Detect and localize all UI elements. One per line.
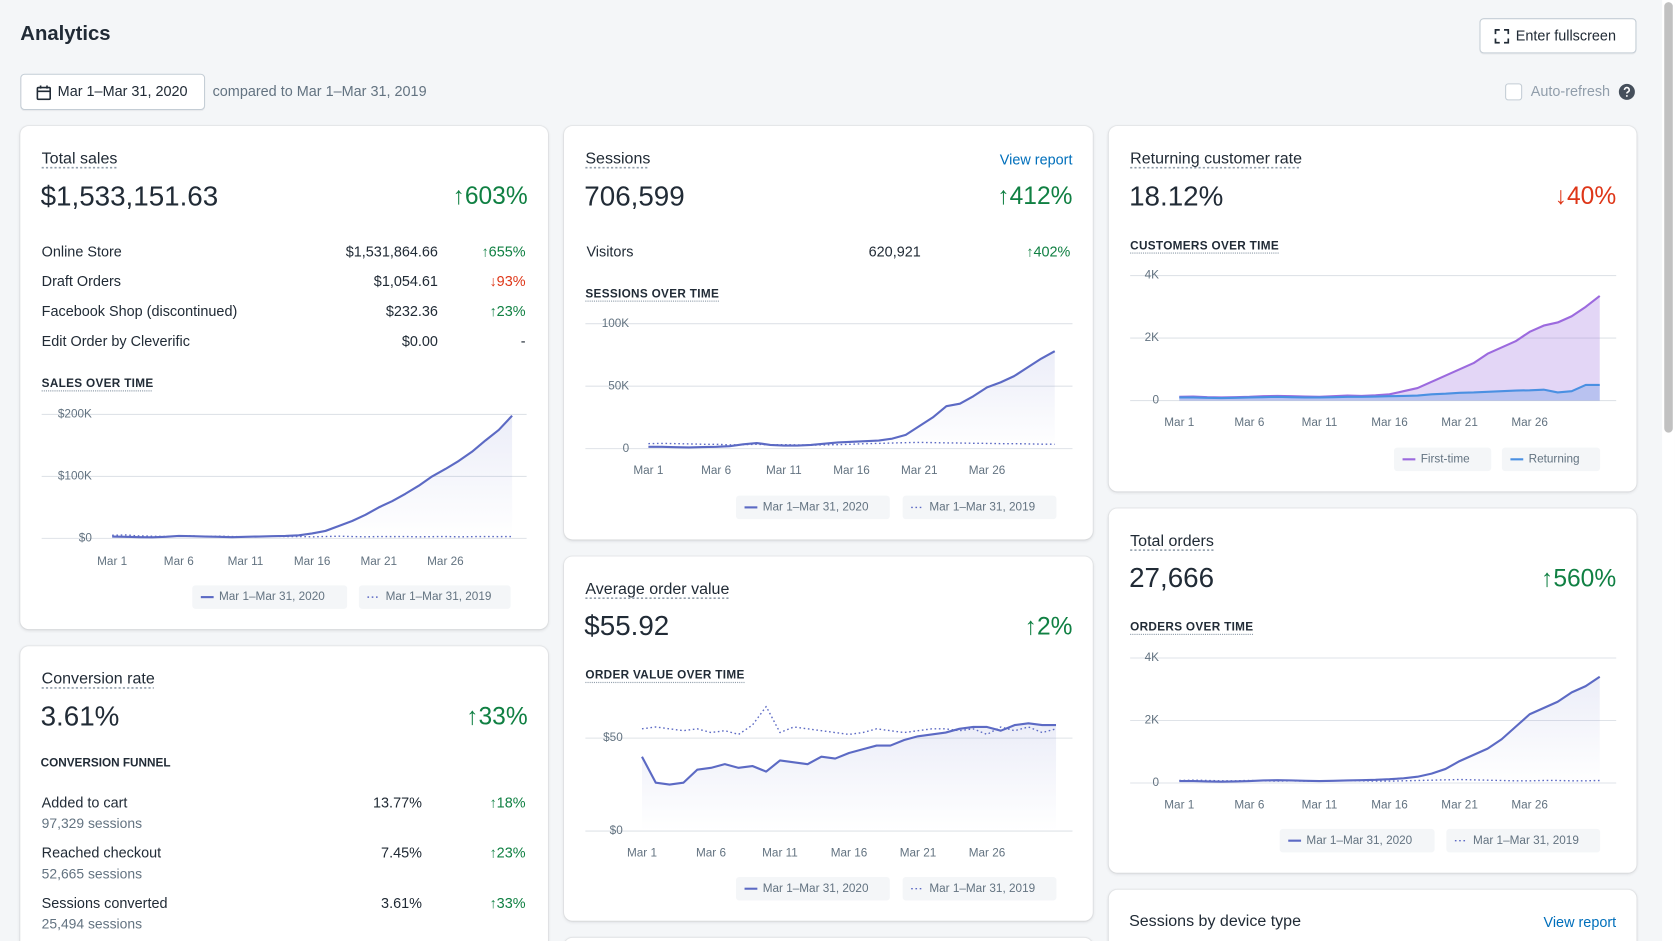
chart-title: SALES OVER TIME <box>41 377 154 391</box>
page-title: Analytics <box>20 23 111 46</box>
date-range-button[interactable]: Mar 1–Mar 31, 2020 <box>20 73 206 111</box>
metric-value: 3.61% <box>40 700 120 733</box>
row-value: 3.61% <box>381 895 422 912</box>
view-report-link[interactable]: View report <box>1543 914 1617 931</box>
metric-change: 2% <box>1025 612 1073 641</box>
chart-title: ORDER VALUE OVER TIME <box>585 669 745 682</box>
button-label: Enter fullscreen <box>1515 27 1616 44</box>
comparison-text: compared to Mar 1–Mar 31, 2019 <box>212 83 427 100</box>
card <box>1108 889 1637 941</box>
button-label: Mar 1–Mar 31, 2020 <box>57 83 188 100</box>
row-value: $0.00 <box>401 333 438 350</box>
view-report-link[interactable]: View report <box>999 151 1073 168</box>
scrollbar-thumb[interactable] <box>1664 2 1673 433</box>
row-value: 13.77% <box>373 794 422 811</box>
row-name: Online Store <box>41 243 122 260</box>
row-name: Visitors <box>586 243 634 260</box>
row-change: 33% <box>489 895 526 912</box>
metric-change: 603% <box>453 182 528 211</box>
row-change: 93% <box>489 273 526 290</box>
row-value: 620,921 <box>868 243 921 260</box>
row-change: 23% <box>489 845 526 862</box>
row-value: $1,054.61 <box>373 273 438 290</box>
metric-change: 33% <box>466 702 528 731</box>
card-title: Returning customer rate <box>1130 149 1303 168</box>
row-value: $232.36 <box>385 303 438 320</box>
metric-change: 560% <box>1541 564 1616 593</box>
metric-value: 27,666 <box>1129 561 1215 594</box>
row-sessions: 97,329 sessions <box>41 815 143 832</box>
section-title: CONVERSION FUNNEL <box>40 756 171 770</box>
row-sessions: 25,494 sessions <box>41 915 143 932</box>
row-name: Sessions converted <box>41 895 168 912</box>
row-name: Draft Orders <box>41 273 121 290</box>
metric-value: $1,533,151.63 <box>40 179 219 212</box>
card-title: Total orders <box>1130 531 1214 551</box>
row-name: Edit Order by Cleverific <box>41 333 190 350</box>
card-title: Sessions by device type <box>1129 912 1301 931</box>
row-sessions: 52,665 sessions <box>41 865 143 882</box>
chart-title: SESSIONS OVER TIME <box>585 287 720 301</box>
row-change: 23% <box>489 303 526 320</box>
card <box>564 937 1093 941</box>
row-name: Added to cart <box>41 794 128 811</box>
row-name: Facebook Shop (discontinued) <box>41 303 238 320</box>
metric-change: 40% <box>1555 182 1616 211</box>
row-change: 655% <box>481 243 526 260</box>
row-change: - <box>520 333 526 350</box>
metric-value: $55.92 <box>584 609 670 642</box>
auto-refresh-label: Auto-refresh <box>1530 83 1611 100</box>
card-title: Sessions <box>585 149 651 168</box>
card-title: Conversion rate <box>41 669 155 688</box>
fullscreen-icon <box>1494 29 1510 44</box>
help-icon[interactable] <box>1618 83 1635 100</box>
row-value: 7.45% <box>381 844 422 861</box>
row-value: $1,531,864.66 <box>345 243 438 260</box>
chart-title: ORDERS OVER TIME <box>1130 621 1254 634</box>
metric-value: 706,599 <box>584 179 685 212</box>
row-change: 402% <box>1026 243 1070 260</box>
card <box>20 646 548 941</box>
calendar-icon <box>36 85 52 101</box>
card-title: Total sales <box>41 149 118 168</box>
fullscreen-button[interactable]: Enter fullscreen <box>1479 18 1637 54</box>
row-change: 18% <box>489 795 526 812</box>
checkbox[interactable] <box>1505 83 1523 101</box>
chart-title: CUSTOMERS OVER TIME <box>1130 239 1280 253</box>
metric-value: 18.12% <box>1129 179 1224 212</box>
row-name: Reached checkout <box>41 844 162 861</box>
metric-change: 412% <box>997 182 1073 211</box>
card-title: Average order value <box>585 580 730 599</box>
